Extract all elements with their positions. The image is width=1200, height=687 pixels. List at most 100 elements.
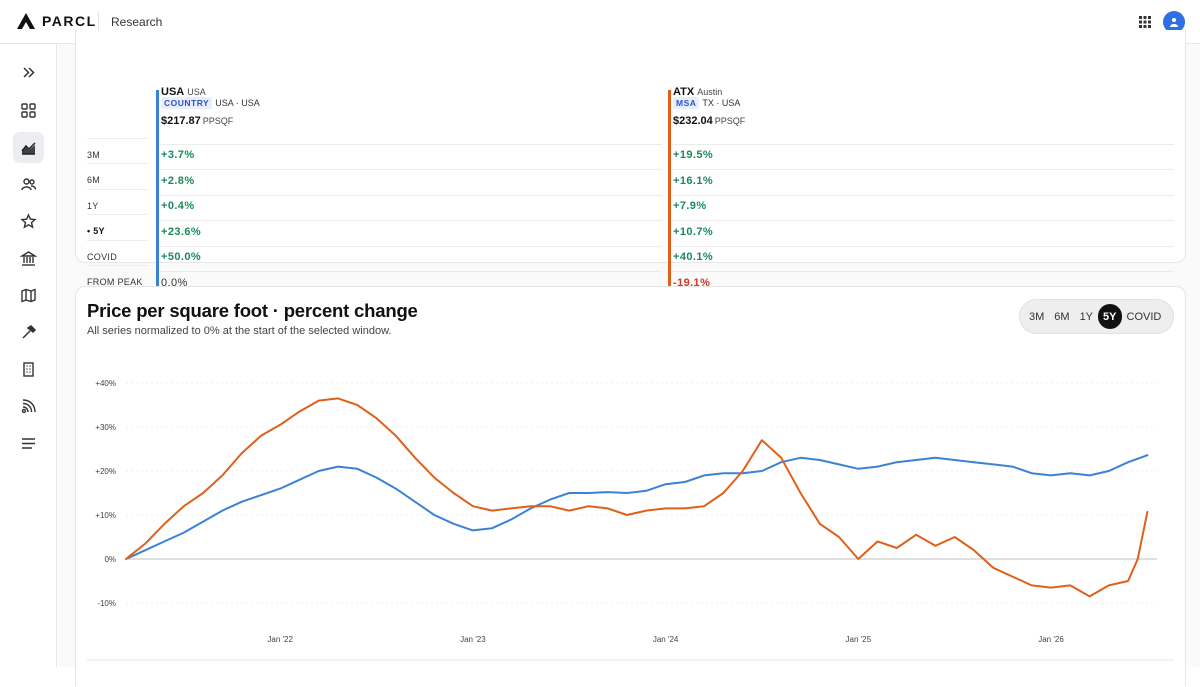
price-unit: PPSQF (714, 116, 746, 126)
range-button-3m[interactable]: 3M (1029, 310, 1045, 323)
grid-icon[interactable] (1139, 16, 1151, 28)
row-divider (87, 265, 148, 266)
column-header: ATX Austin (673, 82, 722, 100)
row-label-6m: 6M (87, 175, 101, 185)
price-unit: PPSQF (202, 116, 234, 126)
sidebar-item-people[interactable] (13, 169, 44, 200)
x-tick-label: Jan '23 (460, 635, 486, 644)
range-button-6m[interactable]: 6M (1054, 310, 1070, 323)
row-divider (159, 271, 662, 272)
row-divider (159, 246, 662, 247)
price-change-chart-card: Price per square foot · percent change A… (75, 286, 1186, 686)
row-label-covid: COVID (87, 252, 118, 262)
comparison-table-card: 3M 6M 1Y • 5Y COVID FROM PEAK USA USA COU… (75, 30, 1186, 294)
value-1y: +7.9% (673, 200, 707, 212)
value-5y: +23.6% (161, 226, 202, 238)
market-type-chip: COUNTRY (161, 97, 213, 109)
market-name: Austin (697, 87, 723, 97)
series-color-bar (668, 90, 671, 294)
row-divider (671, 195, 1174, 196)
row-divider (671, 144, 1174, 145)
market-type-line: MSA TX · USA (673, 97, 740, 109)
row-divider (159, 220, 662, 221)
value-6m: +2.8% (161, 175, 195, 187)
row-label-from-peak: FROM PEAK (87, 277, 143, 287)
sidebar-item-signals[interactable] (13, 391, 44, 422)
sidebar-item-dashboard[interactable] (13, 95, 44, 126)
logo[interactable]: PARCL (17, 13, 97, 29)
row-divider (87, 189, 148, 190)
sidebar-item-institutions[interactable] (13, 243, 44, 274)
sidebar (0, 44, 57, 667)
y-tick-label: +30% (95, 423, 116, 432)
line-chart[interactable]: -10% 0% +10% +20% +30% +40% Jan '22 Jan '23 Jan … (76, 287, 1187, 687)
signal-icon (21, 399, 36, 414)
expand-icon (23, 67, 35, 78)
market-region: USA · USA (215, 98, 260, 108)
bank-icon (20, 251, 37, 266)
x-tick-label: Jan '26 (1038, 635, 1064, 644)
row-divider (159, 144, 662, 145)
market-region: TX · USA (702, 98, 741, 108)
y-tick-label: +40% (95, 379, 116, 388)
row-divider (87, 138, 148, 139)
row-divider (87, 163, 148, 164)
breadcrumb-research[interactable]: Research (111, 15, 163, 29)
row-divider (159, 169, 662, 170)
y-tick-label: +20% (95, 467, 116, 476)
dashboard-icon (21, 103, 36, 118)
main-content: 3M 6M 1Y • 5Y COVID FROM PEAK USA USA COU… (58, 30, 1200, 686)
y-tick-label: 0% (104, 555, 116, 564)
series-color-bar (156, 90, 159, 294)
price-line: $232.04 PPSQF (673, 111, 745, 129)
value-1y: +0.4% (161, 200, 195, 212)
sidebar-item-tools[interactable] (13, 317, 44, 348)
map-icon (21, 288, 36, 303)
x-tick-label: Jan '25 (846, 635, 872, 644)
sidebar-item-favorites[interactable] (13, 206, 44, 237)
menu-icon (22, 438, 35, 449)
value-3m: +3.7% (161, 149, 195, 161)
star-icon (20, 213, 37, 229)
y-tick-label: -10% (97, 599, 116, 608)
row-divider (671, 220, 1174, 221)
sidebar-item-maps[interactable] (13, 280, 44, 311)
row-divider (87, 240, 148, 241)
market-code: USA (161, 86, 185, 98)
value-6m: +16.1% (673, 175, 714, 187)
series-line-atx (125, 397, 1149, 598)
row-divider (671, 246, 1174, 247)
row-divider (87, 214, 148, 215)
value-covid: +40.1% (673, 251, 714, 263)
y-tick-label: +10% (95, 511, 116, 520)
value-covid: +50.0% (161, 251, 202, 263)
building-icon (23, 362, 34, 377)
market-type-chip: MSA (673, 97, 700, 109)
row-label-5y: • 5Y (87, 226, 105, 236)
range-button-1y[interactable]: 1Y (1079, 310, 1094, 323)
people-icon (21, 178, 37, 191)
sidebar-item-menu[interactable] (13, 428, 44, 459)
header-divider (98, 12, 99, 32)
sidebar-item-charts[interactable] (13, 132, 44, 163)
market-name: USA (187, 87, 206, 97)
row-divider (671, 271, 1174, 272)
value-3m: +19.5% (673, 149, 714, 161)
sidebar-expand[interactable] (13, 57, 44, 88)
hammer-icon (22, 325, 37, 339)
value-5y: +10.7% (673, 226, 714, 238)
sidebar-item-buildings[interactable] (13, 354, 44, 385)
range-button-covid[interactable]: COVID (1126, 310, 1162, 323)
price-line: $217.87 PPSQF (161, 111, 233, 129)
market-price: $217.87 (161, 115, 201, 127)
series-line-usa (125, 454, 1149, 560)
range-button-5y[interactable]: 5Y (1098, 304, 1122, 329)
chart-subtitle: All series normalized to 0% at the start… (87, 325, 392, 337)
avatar[interactable] (1163, 11, 1185, 33)
row-label-1y: 1Y (87, 201, 99, 211)
market-price: $232.04 (673, 115, 713, 127)
chart-title: Price per square foot · percent change (87, 300, 418, 321)
row-divider (671, 169, 1174, 170)
x-tick-label: Jan '24 (653, 635, 679, 644)
parcl-logo-icon (17, 13, 35, 29)
